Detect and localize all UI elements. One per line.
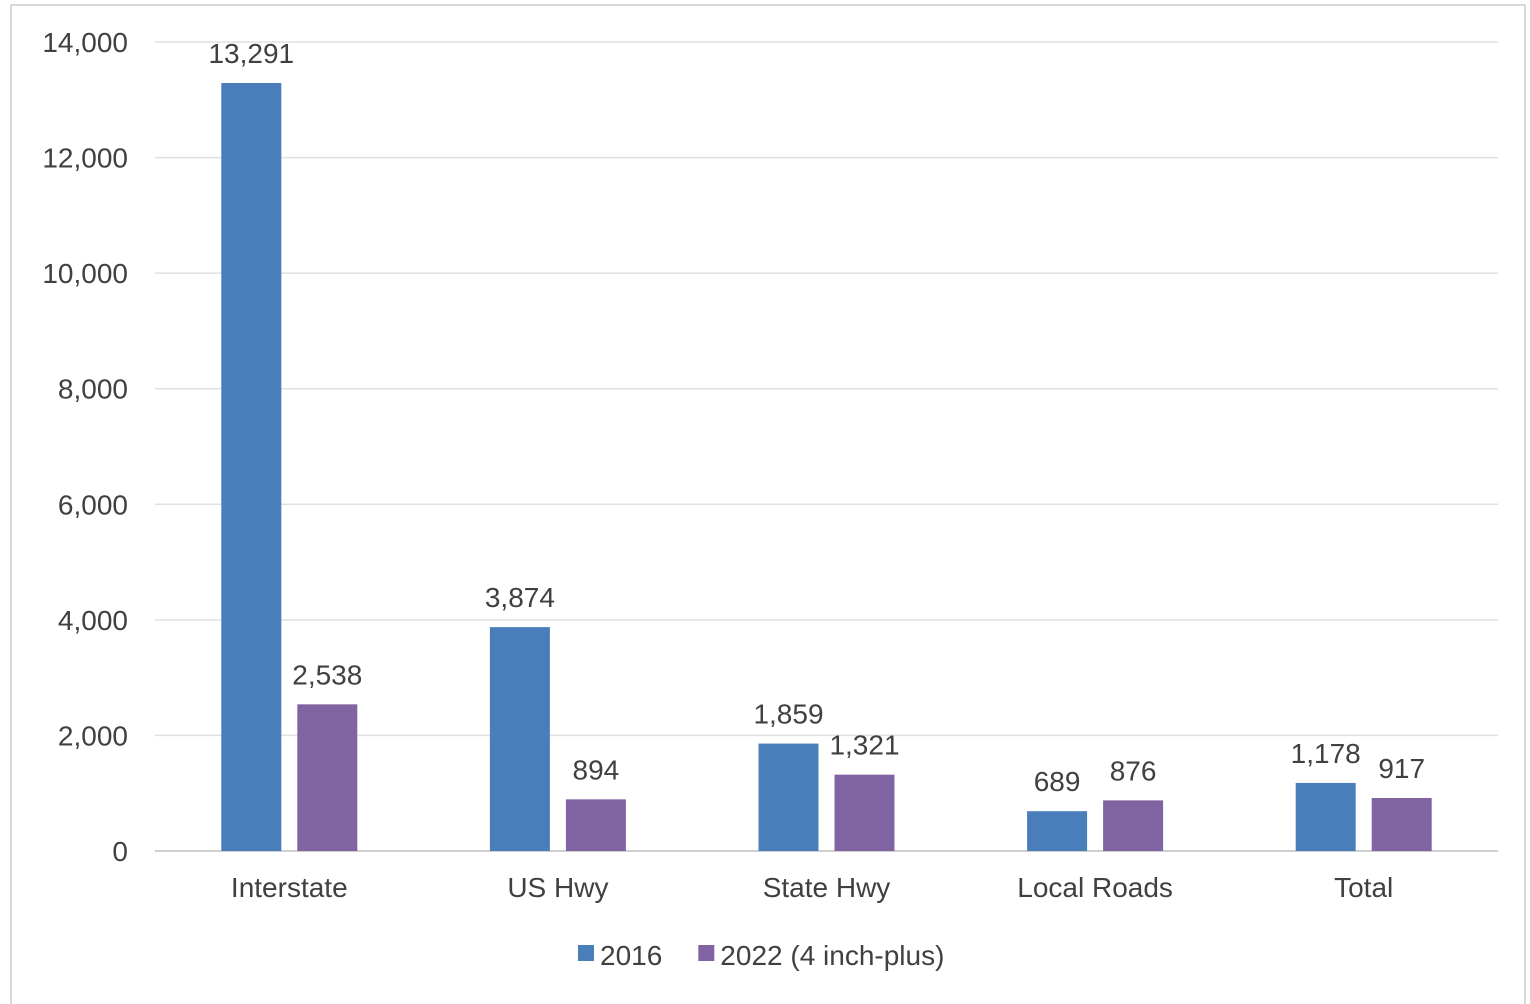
data-label: 2,538 bbox=[292, 659, 362, 690]
y-tick-label: 0 bbox=[112, 836, 128, 867]
data-label: 876 bbox=[1110, 755, 1157, 786]
x-tick-label: State Hwy bbox=[763, 872, 891, 903]
data-label: 1,859 bbox=[753, 699, 823, 730]
y-tick-label: 4,000 bbox=[58, 605, 128, 636]
data-label: 917 bbox=[1378, 753, 1425, 784]
chart-frame bbox=[10, 4, 1526, 1004]
legend: 2016 2022 (4 inch-plus) bbox=[578, 940, 944, 971]
y-tick-label: 12,000 bbox=[42, 143, 128, 174]
bar-2016-interstate bbox=[221, 82, 282, 851]
data-label: 894 bbox=[573, 754, 620, 785]
y-axis: 0 2,000 4,000 6,000 8,000 10,000 12,000 14,000 bbox=[42, 27, 128, 867]
y-tick-label: 14,000 bbox=[42, 27, 128, 58]
bar-2016-state-hwy bbox=[758, 743, 819, 851]
x-tick-label: Local Roads bbox=[1017, 872, 1173, 903]
data-label: 689 bbox=[1034, 766, 1081, 797]
y-tick-label: 10,000 bbox=[42, 258, 128, 289]
data-label: 1,321 bbox=[829, 730, 899, 761]
bar-2022-4-inch-plus-us-hwy bbox=[565, 799, 626, 851]
bars bbox=[221, 82, 1432, 851]
bar-2022-4-inch-plus-local-roads bbox=[1103, 800, 1164, 851]
y-tick-label: 8,000 bbox=[58, 374, 128, 405]
data-label: 1,178 bbox=[1291, 738, 1361, 769]
y-tick-label: 6,000 bbox=[58, 489, 128, 520]
data-label: 3,874 bbox=[485, 582, 555, 613]
x-tick-label: Interstate bbox=[231, 872, 348, 903]
x-tick-label: US Hwy bbox=[507, 872, 608, 903]
legend-swatch bbox=[578, 945, 594, 961]
bar-2022-4-inch-plus-total bbox=[1371, 798, 1432, 851]
data-label: 13,291 bbox=[208, 38, 294, 69]
legend-label: 2016 bbox=[600, 940, 662, 971]
bar-2022-4-inch-plus-interstate bbox=[297, 704, 358, 851]
bar-2016-local-roads bbox=[1027, 811, 1088, 851]
x-tick-label: Total bbox=[1334, 872, 1393, 903]
legend-label: 2022 (4 inch-plus) bbox=[720, 940, 944, 971]
x-axis: Interstate US Hwy State Hwy Local Roads Tota… bbox=[231, 872, 1393, 903]
bar-2016-us-hwy bbox=[489, 627, 550, 851]
bar-2022-4-inch-plus-state-hwy bbox=[834, 774, 895, 851]
gridlines bbox=[155, 41, 1498, 852]
y-tick-label: 2,000 bbox=[58, 720, 128, 751]
bar-2016-total bbox=[1295, 782, 1356, 851]
legend-swatch bbox=[698, 945, 715, 961]
